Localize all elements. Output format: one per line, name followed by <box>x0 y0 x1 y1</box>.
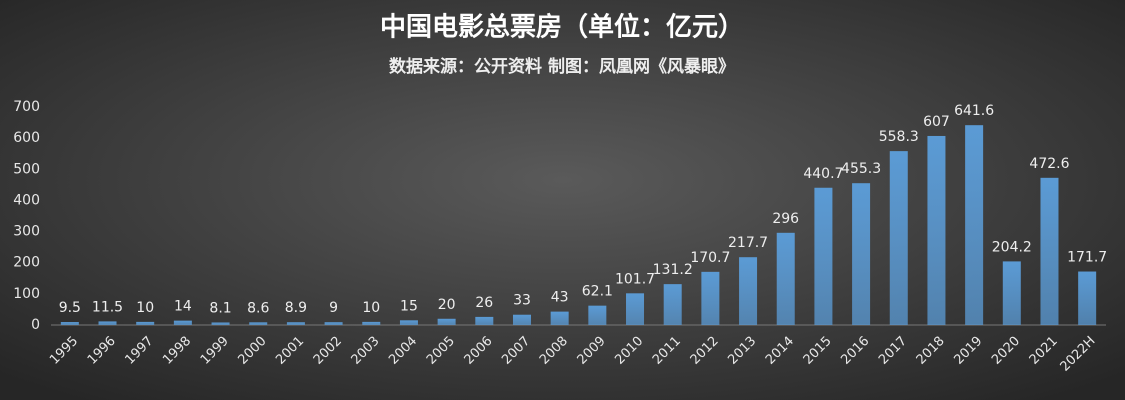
bar <box>1002 261 1021 325</box>
value-label: 440.7 <box>803 166 843 182</box>
value-label: 131.2 <box>653 262 693 278</box>
bar <box>512 314 531 325</box>
value-label: 472.6 <box>1029 156 1069 172</box>
bar <box>814 187 833 325</box>
bar <box>550 311 569 325</box>
y-tick-label: 100 <box>13 286 40 302</box>
chart-subtitle: 数据来源：公开资料 制图：凤凰网《风暴眼》 <box>389 56 735 77</box>
value-label: 217.7 <box>728 235 768 251</box>
bar <box>588 305 607 325</box>
bar <box>927 135 946 325</box>
bar <box>739 257 758 325</box>
y-tick-label: 700 <box>13 99 40 115</box>
value-label: 9 <box>329 300 338 316</box>
bar <box>324 322 343 325</box>
bar <box>776 232 795 325</box>
bar <box>211 322 230 325</box>
bar <box>286 322 305 325</box>
bar <box>362 321 381 325</box>
value-label: 607 <box>923 114 950 130</box>
y-tick-label: 300 <box>13 224 40 240</box>
value-label: 33 <box>513 293 531 309</box>
value-label: 170.7 <box>690 250 730 266</box>
value-label: 9.5 <box>59 300 81 316</box>
value-label: 455.3 <box>841 161 881 177</box>
value-label: 10 <box>136 300 154 316</box>
bar <box>889 151 908 325</box>
bar <box>965 125 984 325</box>
y-tick-label: 200 <box>13 255 40 271</box>
y-tick-label: 500 <box>13 161 40 177</box>
y-tick-label: 600 <box>13 130 40 146</box>
value-label: 11.5 <box>92 299 123 315</box>
value-label: 204.2 <box>992 239 1032 255</box>
bar <box>475 316 494 325</box>
bar <box>60 322 79 325</box>
bar <box>249 322 268 325</box>
bar <box>437 318 456 325</box>
bar <box>1078 271 1097 325</box>
bar <box>663 284 682 325</box>
chart-title: 中国电影总票房（单位：亿元） <box>380 12 744 43</box>
bar <box>852 183 871 325</box>
value-label: 641.6 <box>954 103 994 119</box>
y-tick-label: 400 <box>13 192 40 208</box>
bar <box>98 321 117 325</box>
value-label: 15 <box>400 298 418 314</box>
value-label: 8.6 <box>247 300 269 316</box>
value-label: 43 <box>551 290 569 306</box>
value-label: 20 <box>438 297 456 313</box>
value-label: 26 <box>475 295 493 311</box>
y-tick-label: 0 <box>31 317 40 333</box>
bar <box>173 320 192 325</box>
value-label: 101.7 <box>615 271 655 287</box>
value-label: 171.7 <box>1067 250 1107 266</box>
value-label: 558.3 <box>879 129 919 145</box>
value-label: 10 <box>362 300 380 316</box>
bar <box>626 293 645 325</box>
value-label: 8.9 <box>285 300 307 316</box>
bar <box>701 271 720 325</box>
bar <box>1040 177 1059 325</box>
value-label: 14 <box>174 299 192 315</box>
value-label: 62.1 <box>582 284 613 300</box>
bar <box>136 321 155 325</box>
value-label: 8.1 <box>209 300 231 316</box>
bar <box>399 320 418 325</box>
value-label: 296 <box>772 211 799 227</box>
